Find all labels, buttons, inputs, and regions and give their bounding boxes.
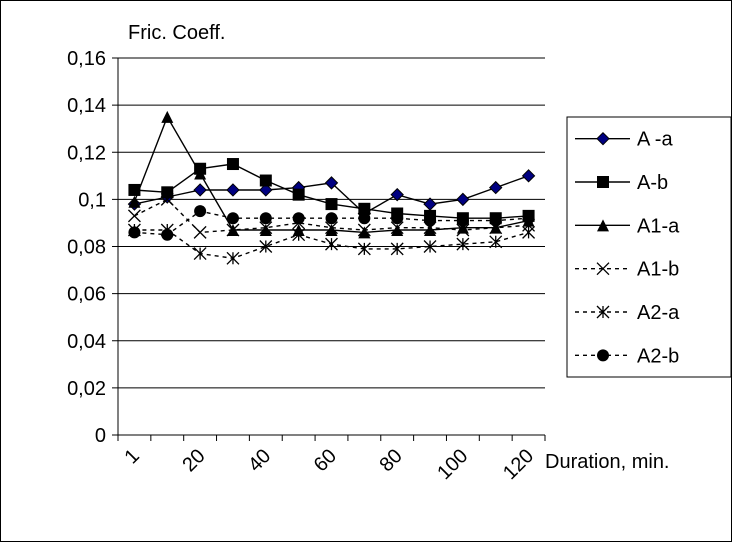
legend-label: A2-b xyxy=(637,345,679,367)
data-point-diamond xyxy=(521,169,536,183)
data-point-square xyxy=(226,158,239,171)
data-point-star xyxy=(596,305,610,319)
data-point-x xyxy=(596,262,610,276)
x-axis-title: Duration, min. xyxy=(545,451,670,473)
data-point-x xyxy=(160,192,174,206)
series-6 xyxy=(128,205,535,241)
data-point-circle xyxy=(597,349,609,362)
data-point-triangle xyxy=(161,110,174,123)
data-point-triangle xyxy=(424,224,437,237)
data-point-square xyxy=(161,186,174,199)
data-point-star xyxy=(259,240,273,253)
data-point-star xyxy=(456,237,470,251)
data-point-diamond xyxy=(390,187,404,202)
data-point-star xyxy=(390,242,404,256)
data-point-star xyxy=(292,228,306,242)
series-layer xyxy=(127,110,536,265)
data-point-circle xyxy=(489,214,502,227)
legend-item: A2-a xyxy=(575,302,680,324)
data-point-square xyxy=(292,188,305,201)
data-point-diamond xyxy=(259,183,273,197)
y-axis-title: Fric. Coeff. xyxy=(128,22,225,44)
data-point-square xyxy=(358,202,371,215)
y-tick-label: 0,1 xyxy=(78,189,106,211)
y-tick-label: 0,12 xyxy=(67,142,106,164)
data-point-star xyxy=(226,251,240,265)
data-point-circle xyxy=(128,226,141,239)
data-point-triangle xyxy=(391,224,404,237)
data-point-diamond xyxy=(193,183,207,197)
data-point-star xyxy=(489,235,503,249)
data-point-star xyxy=(193,247,207,261)
legend-item: A1-a xyxy=(575,215,680,237)
legend-item: A-b xyxy=(575,172,668,194)
legend-item: A2-b xyxy=(575,345,679,367)
legend-label: A2-a xyxy=(637,302,680,324)
legend: A -a A-b A1-a A1-b A2-a A2-b xyxy=(566,116,732,378)
legend-label: A-b xyxy=(637,172,668,194)
legend-label: A1-b xyxy=(637,259,679,281)
data-point-triangle xyxy=(597,219,609,232)
series-4 xyxy=(127,192,536,239)
data-point-x xyxy=(226,223,240,237)
data-point-triangle xyxy=(358,226,371,239)
legend-box xyxy=(566,116,732,378)
y-tick-label: 0,04 xyxy=(67,331,106,353)
data-point-triangle xyxy=(456,221,469,234)
data-point-star xyxy=(423,240,437,253)
data-point-x xyxy=(456,223,470,237)
data-point-x xyxy=(127,209,141,223)
data-point-x xyxy=(390,221,404,235)
data-point-circle xyxy=(161,228,174,241)
y-tick-label: 0,06 xyxy=(67,284,106,306)
data-point-circle xyxy=(424,214,437,227)
data-point-diamond xyxy=(489,180,503,195)
legend-label: A1-a xyxy=(637,215,680,237)
data-point-circle xyxy=(358,212,371,225)
data-point-x xyxy=(193,225,207,239)
data-point-star xyxy=(522,225,536,239)
data-point-circle xyxy=(522,212,535,225)
data-point-triangle xyxy=(259,224,272,237)
data-point-square xyxy=(259,174,272,187)
data-point-diamond xyxy=(324,176,339,190)
data-point-circle xyxy=(391,212,404,225)
y-tick-label: 0,16 xyxy=(67,48,106,70)
axes: 00,020,040,060,080,10,120,140,161 20 40 60 8… xyxy=(67,48,546,484)
legend-item: A1-b xyxy=(575,259,679,281)
data-point-triangle xyxy=(325,224,338,237)
y-tick-label: 0 xyxy=(95,425,106,447)
data-point-circle xyxy=(259,212,272,225)
data-point-triangle xyxy=(128,195,141,208)
data-point-x xyxy=(357,223,371,237)
data-point-star xyxy=(357,242,371,256)
data-point-square xyxy=(597,176,609,188)
y-tick-label: 0,02 xyxy=(67,378,106,400)
data-point-star xyxy=(325,237,338,251)
data-point-circle xyxy=(325,212,338,225)
data-point-diamond xyxy=(456,192,470,207)
data-point-circle xyxy=(292,212,305,225)
data-point-circle xyxy=(194,205,207,218)
data-point-circle xyxy=(226,212,239,225)
y-tick-label: 0,08 xyxy=(67,237,106,259)
data-point-diamond xyxy=(226,183,240,197)
data-point-x xyxy=(259,221,273,235)
data-point-triangle xyxy=(194,167,207,180)
data-point-diamond xyxy=(596,131,610,146)
legend-label: A -a xyxy=(637,129,673,151)
y-tick-label: 0,14 xyxy=(67,95,106,117)
legend-item: A -a xyxy=(575,129,673,151)
data-point-square xyxy=(325,198,338,211)
data-point-circle xyxy=(456,214,469,227)
data-point-x xyxy=(325,221,338,235)
